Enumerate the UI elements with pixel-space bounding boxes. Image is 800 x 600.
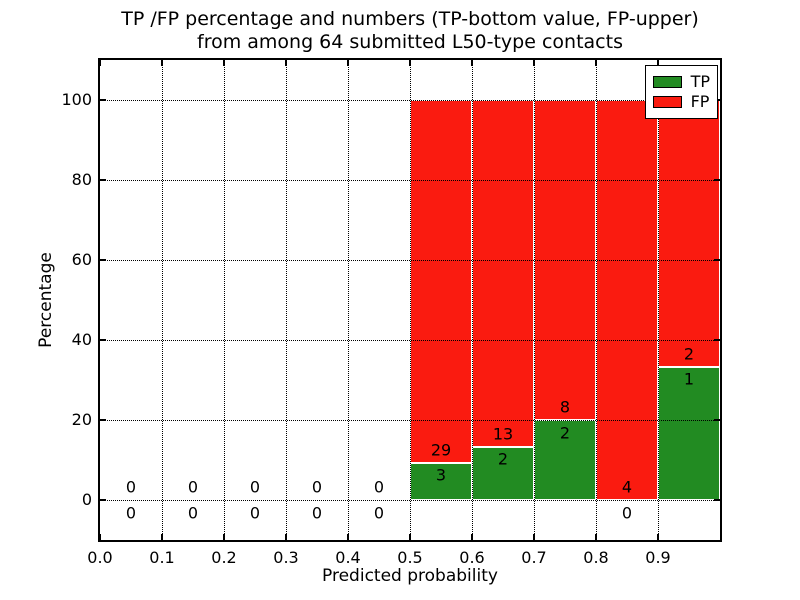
grid-line-x: [595, 60, 597, 540]
x-tick-mark: [223, 534, 225, 540]
x-tick-mark-top: [223, 60, 225, 66]
x-axis-label: Predicted probability: [322, 566, 498, 586]
y-tick-mark-right: [714, 179, 720, 181]
y-tick-label: 40: [71, 330, 92, 349]
tp-legend-swatch: [652, 75, 682, 88]
x-tick-label: 0.1: [149, 548, 175, 567]
x-tick-mark: [471, 534, 473, 540]
tp-count-label: 0: [311, 503, 323, 523]
y-tick-mark: [100, 339, 106, 341]
x-tick-mark-top: [657, 60, 659, 66]
legend: TP FP: [644, 65, 718, 119]
y-tick-mark: [100, 179, 106, 181]
x-tick-mark-top: [533, 60, 535, 66]
x-tick-mark-top: [347, 60, 349, 66]
y-tick-mark-right: [714, 499, 720, 501]
chart-title-line1: TP /FP percentage and numbers (TP-bottom…: [121, 8, 699, 30]
x-tick-mark: [595, 534, 597, 540]
fp-count-label: 13: [492, 424, 514, 444]
tp-count-label: 0: [125, 503, 137, 523]
grid-line-x: [409, 60, 411, 540]
fp-count-label: 0: [125, 477, 137, 497]
tp-count-label: 2: [559, 423, 571, 443]
x-tick-mark: [161, 534, 163, 540]
x-tick-mark: [409, 534, 411, 540]
fp-legend-label: FP: [690, 92, 710, 111]
y-tick-mark: [100, 99, 106, 101]
fp-count-label: 8: [559, 397, 571, 417]
x-tick-mark-top: [471, 60, 473, 66]
x-tick-mark-top: [161, 60, 163, 66]
x-tick-label: 0.7: [521, 548, 547, 567]
x-tick-mark-top: [595, 60, 597, 66]
grid-line-x: [533, 60, 535, 540]
grid-line-x: [471, 60, 473, 540]
tp-count-label: 0: [249, 503, 261, 523]
x-tick-label: 0.4: [335, 548, 361, 567]
x-tick-label: 0.5: [397, 548, 423, 567]
grid-line-x: [285, 60, 287, 540]
y-tick-label: 80: [71, 170, 92, 189]
y-tick-label: 0: [81, 490, 92, 509]
bar-segment-fp: [596, 100, 658, 500]
bar-segment-tp: [472, 446, 534, 500]
x-tick-label: 0.6: [459, 548, 485, 567]
grid-line-x: [161, 60, 163, 540]
x-tick-mark: [533, 534, 535, 540]
bar-segment-tp: [410, 462, 472, 500]
x-tick-mark: [657, 534, 659, 540]
x-tick-mark-top: [99, 60, 101, 66]
bar-segment-fp: [410, 100, 472, 463]
fp-count-label: 0: [311, 477, 323, 497]
tp-legend-label: TP: [690, 72, 710, 91]
y-tick-label: 100: [61, 90, 92, 109]
chart-title-line2: from among 64 submitted L50-type contact…: [197, 31, 623, 53]
x-tick-label: 0.8: [583, 548, 609, 567]
y-tick-label: 20: [71, 410, 92, 429]
fp-count-label: 0: [249, 477, 261, 497]
grid-line-x: [657, 60, 659, 540]
chart-title: TP /FP percentage and numbers (TP-bottom…: [98, 8, 722, 54]
y-tick-mark: [100, 419, 106, 421]
y-tick-mark-right: [714, 419, 720, 421]
x-tick-mark-top: [285, 60, 287, 66]
legend-item-tp: TP: [652, 72, 710, 91]
tp-count-label: 0: [187, 503, 199, 523]
y-tick-mark: [100, 499, 106, 501]
fp-count-label: 0: [373, 477, 385, 497]
tp-count-label: 1: [683, 369, 695, 389]
tp-count-label: 0: [373, 503, 385, 523]
grid-line-x: [347, 60, 349, 540]
fp-count-label: 4: [621, 477, 633, 497]
tp-count-label: 3: [435, 465, 447, 485]
x-tick-mark-top: [409, 60, 411, 66]
bar-segment-tp: [658, 366, 720, 500]
tp-count-label: 0: [621, 503, 633, 523]
x-tick-mark: [347, 534, 349, 540]
y-tick-label: 60: [71, 250, 92, 269]
x-tick-mark: [99, 534, 101, 540]
bar-segment-fp: [658, 100, 720, 367]
fp-count-label: 0: [187, 477, 199, 497]
y-tick-mark-right: [714, 259, 720, 261]
y-tick-mark-right: [714, 339, 720, 341]
x-tick-mark: [285, 534, 287, 540]
bar-segment-fp: [472, 100, 534, 447]
y-tick-mark: [100, 259, 106, 261]
x-tick-label: 0.2: [211, 548, 237, 567]
tp-count-label: 2: [497, 449, 509, 469]
plot-area: TP FP 0.0 0.1 0.2 0.3 0.4 0.5 0.6 0.7 0.8 0.9 0 20 4…: [61, 58, 722, 567]
x-tick-label: 0.0: [87, 548, 113, 567]
x-tick-label: 0.3: [273, 548, 299, 567]
fp-legend-swatch: [652, 95, 682, 108]
fp-count-label: 2: [683, 344, 695, 364]
x-tick-label: 0.9: [645, 548, 671, 567]
grid-line-x: [223, 60, 225, 540]
fp-count-label: 29: [430, 440, 452, 460]
legend-item-fp: FP: [652, 92, 710, 111]
